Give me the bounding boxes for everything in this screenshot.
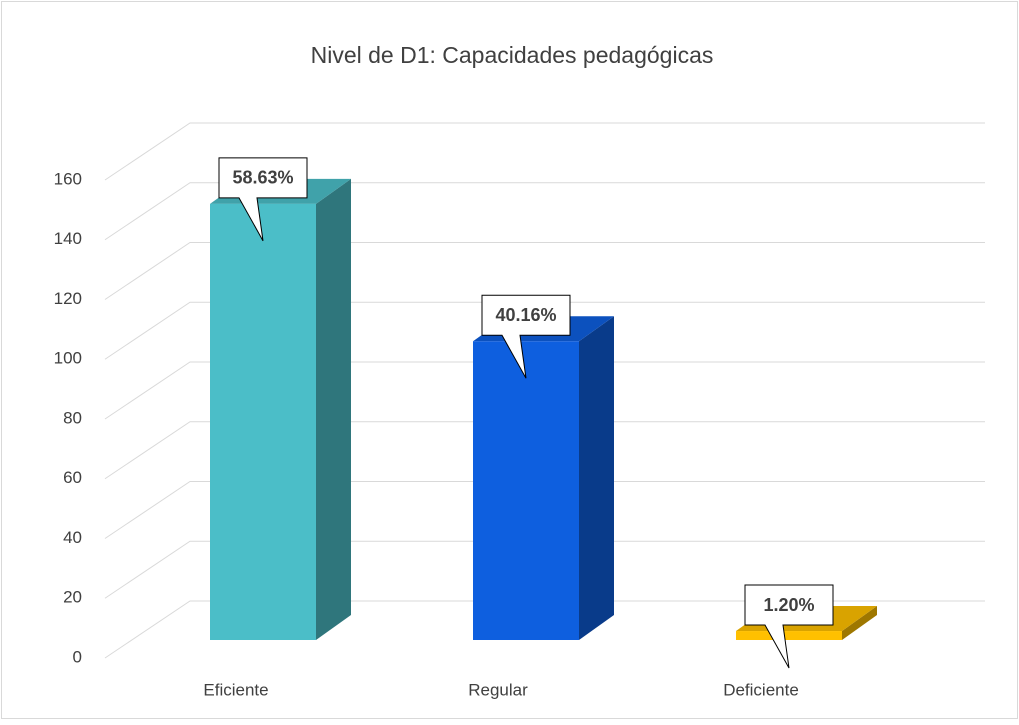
callout — [744, 584, 834, 669]
grid-line — [104, 182, 985, 241]
grid-line — [104, 361, 985, 420]
x-tick-label: Regular — [468, 680, 528, 699]
y-tick-label: 40 — [63, 528, 82, 547]
bar-side — [316, 178, 351, 640]
grid-line — [104, 481, 985, 539]
callout — [481, 294, 571, 379]
y-tick-label: 140 — [54, 229, 82, 248]
y-tick-label: 80 — [63, 408, 82, 427]
data-label: 58.63% — [232, 168, 293, 188]
grid-line — [104, 421, 985, 480]
bar — [473, 341, 579, 640]
y-tick-label: 60 — [63, 468, 82, 487]
y-tick-label: 160 — [54, 169, 82, 188]
y-tick-label: 100 — [54, 349, 82, 368]
y-tick-label: 20 — [63, 588, 82, 607]
grid-line — [104, 122, 985, 181]
bar — [210, 203, 316, 640]
x-tick-label: Eficiente — [203, 680, 268, 699]
grid-line — [104, 301, 985, 360]
bar-side — [579, 316, 614, 640]
chart-title: Nivel de D1: Capacidades pedagógicas — [311, 42, 714, 68]
bar — [736, 631, 842, 640]
y-tick-label: 120 — [54, 289, 82, 308]
data-label: 1.20% — [763, 595, 814, 615]
x-tick-label: Deficiente — [723, 680, 799, 699]
grid-line — [104, 600, 985, 659]
y-tick-label: 0 — [73, 647, 82, 666]
data-label: 40.16% — [495, 305, 556, 325]
bar-side — [842, 606, 877, 640]
grid-line — [104, 540, 985, 599]
callout — [218, 157, 308, 242]
grid-line — [104, 242, 985, 300]
